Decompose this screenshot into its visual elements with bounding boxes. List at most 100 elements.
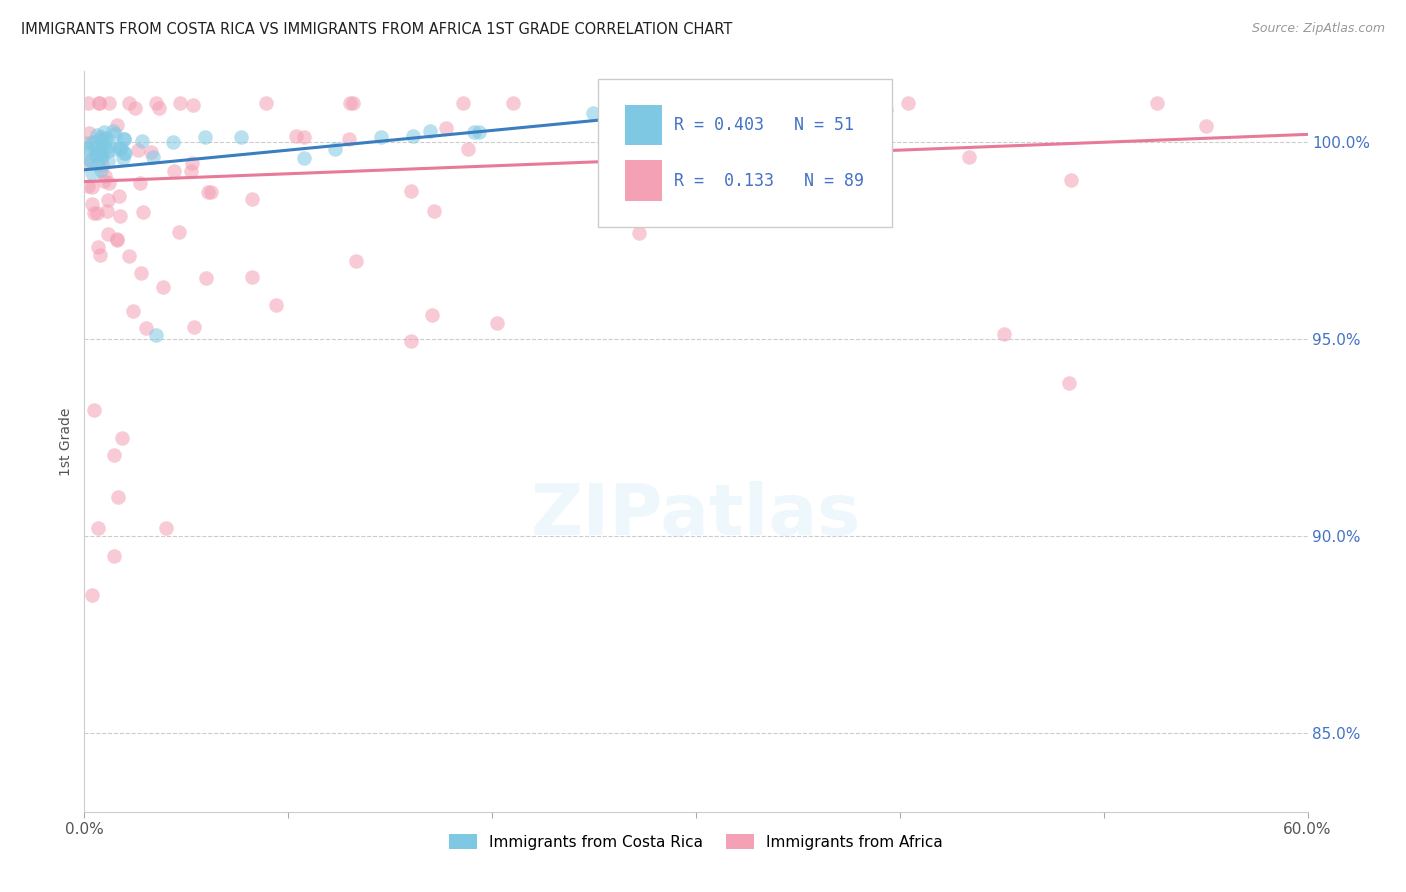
- Point: [875, 103, 897, 118]
- Point: [108, 209, 131, 223]
- Point: [148, 101, 170, 115]
- Point: [89, 145, 111, 159]
- Point: [105, 233, 128, 247]
- Point: [502, 95, 524, 110]
- Y-axis label: 1st Grade: 1st Grade: [59, 408, 73, 475]
- Point: [83, 206, 105, 220]
- Point: [183, 320, 205, 334]
- Point: [76, 140, 98, 154]
- Point: [127, 143, 149, 157]
- Point: [112, 132, 135, 146]
- Point: [194, 130, 217, 145]
- Point: [75, 136, 97, 150]
- Point: [167, 225, 190, 239]
- Point: [124, 102, 146, 116]
- Point: [128, 176, 150, 190]
- Point: [180, 156, 202, 170]
- Point: [162, 135, 184, 149]
- Point: [77, 126, 100, 140]
- Point: [292, 151, 315, 165]
- Text: ZIPatlas: ZIPatlas: [531, 481, 860, 550]
- Point: [114, 145, 136, 160]
- Point: [87, 521, 110, 535]
- Point: [84, 147, 107, 161]
- Point: [89, 248, 111, 262]
- Point: [135, 321, 157, 335]
- Point: [145, 328, 167, 343]
- Point: [87, 156, 110, 170]
- Point: [200, 185, 222, 199]
- Point: [339, 95, 361, 110]
- Text: R = 0.403   N = 51: R = 0.403 N = 51: [673, 116, 853, 134]
- Text: Source: ZipAtlas.com: Source: ZipAtlas.com: [1251, 22, 1385, 36]
- Point: [77, 95, 100, 110]
- Point: [94, 136, 117, 150]
- Point: [1057, 376, 1080, 390]
- Point: [292, 129, 315, 144]
- Point: [103, 124, 125, 138]
- Text: IMMIGRANTS FROM COSTA RICA VS IMMIGRANTS FROM AFRICA 1ST GRADE CORRELATION CHART: IMMIGRANTS FROM COSTA RICA VS IMMIGRANTS…: [21, 22, 733, 37]
- Point: [91, 158, 114, 172]
- Point: [97, 193, 120, 207]
- Point: [132, 205, 155, 219]
- Point: [96, 153, 118, 168]
- Point: [86, 205, 108, 219]
- Point: [89, 95, 111, 110]
- FancyBboxPatch shape: [598, 78, 891, 227]
- Point: [180, 164, 202, 178]
- Point: [285, 128, 308, 143]
- Point: [122, 303, 145, 318]
- Point: [97, 95, 120, 110]
- Point: [141, 145, 163, 160]
- Point: [96, 203, 118, 218]
- Point: [105, 118, 128, 132]
- Point: [90, 146, 112, 161]
- Point: [1146, 95, 1168, 110]
- Point: [83, 403, 105, 417]
- Point: [82, 135, 104, 149]
- Point: [103, 448, 125, 462]
- Point: [107, 188, 129, 202]
- Point: [131, 266, 153, 280]
- Point: [145, 95, 167, 110]
- Point: [451, 95, 474, 110]
- Point: [957, 150, 980, 164]
- Point: [80, 197, 103, 211]
- Point: [342, 95, 364, 110]
- Point: [1195, 120, 1218, 134]
- Point: [110, 140, 132, 154]
- Point: [90, 162, 112, 177]
- Legend: Immigrants from Costa Rica, Immigrants from Africa: Immigrants from Costa Rica, Immigrants f…: [443, 828, 949, 856]
- Point: [1060, 173, 1083, 187]
- Point: [90, 150, 112, 164]
- Point: [86, 128, 108, 143]
- Point: [420, 308, 443, 322]
- Point: [90, 147, 112, 161]
- Bar: [626, 161, 662, 201]
- Point: [457, 142, 479, 156]
- Point: [628, 226, 651, 240]
- Point: [83, 135, 105, 149]
- Point: [240, 192, 263, 206]
- Point: [97, 139, 120, 153]
- Point: [399, 185, 422, 199]
- Point: [89, 145, 111, 159]
- Point: [419, 124, 441, 138]
- Point: [97, 227, 120, 241]
- Point: [637, 100, 659, 114]
- Point: [84, 141, 107, 155]
- Point: [240, 269, 263, 284]
- Point: [82, 166, 104, 180]
- Point: [76, 178, 98, 193]
- Point: [79, 153, 101, 167]
- Point: [93, 125, 115, 139]
- Point: [993, 326, 1015, 341]
- Point: [815, 95, 838, 110]
- Point: [75, 142, 97, 156]
- Point: [162, 163, 184, 178]
- Point: [751, 95, 773, 110]
- Point: [896, 95, 918, 110]
- Point: [581, 106, 603, 120]
- Point: [94, 169, 117, 184]
- Point: [98, 176, 121, 190]
